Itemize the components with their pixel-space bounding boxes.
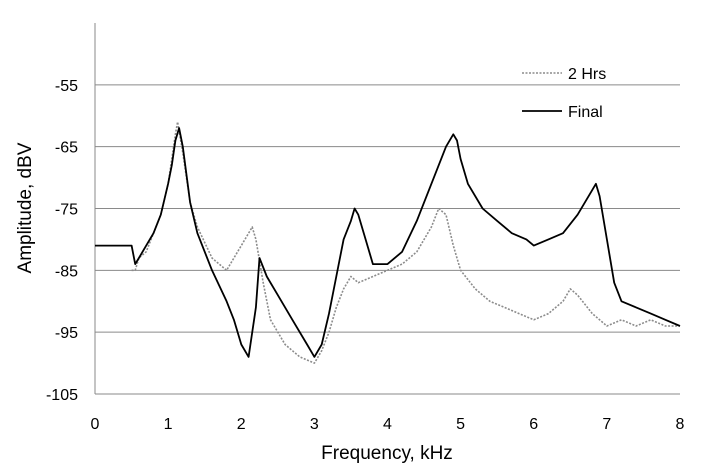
x-tick-label: 3: [310, 416, 319, 433]
y-tick-labels: -55 -65 -75 -85 -95 -105: [46, 78, 78, 404]
y-tick-label: -105: [46, 387, 78, 404]
axes: [94, 23, 680, 395]
legend: 2 Hrs Final: [522, 66, 606, 121]
series-lines: [95, 121, 681, 364]
x-axis-title: Frequency, kHz: [321, 443, 453, 464]
y-axis-title: Amplitude, dBV: [15, 142, 36, 273]
x-tick-label: 2: [237, 416, 246, 433]
y-tick-label: -85: [55, 263, 78, 280]
series-line-final: [95, 127, 681, 358]
series-line-2-hrs: [131, 121, 680, 364]
y-tick-label: -65: [55, 140, 78, 157]
gridlines: [95, 84, 680, 333]
x-tick-label: 7: [602, 416, 611, 433]
legend-label-final: Final: [568, 104, 603, 121]
y-tick-label: -75: [55, 202, 78, 219]
x-tick-labels: 0 1 2 3 4 5 6 7 8: [91, 416, 685, 433]
x-tick-label: 5: [456, 416, 465, 433]
x-tick-label: 6: [529, 416, 538, 433]
x-tick-label: 8: [676, 416, 685, 433]
x-tick-label: 4: [383, 416, 392, 433]
x-tick-label: 0: [91, 416, 100, 433]
y-tick-label: -95: [55, 325, 78, 342]
x-tick-label: 1: [164, 416, 173, 433]
legend-label-2hrs: 2 Hrs: [568, 66, 606, 83]
y-tick-label: -55: [55, 78, 78, 95]
